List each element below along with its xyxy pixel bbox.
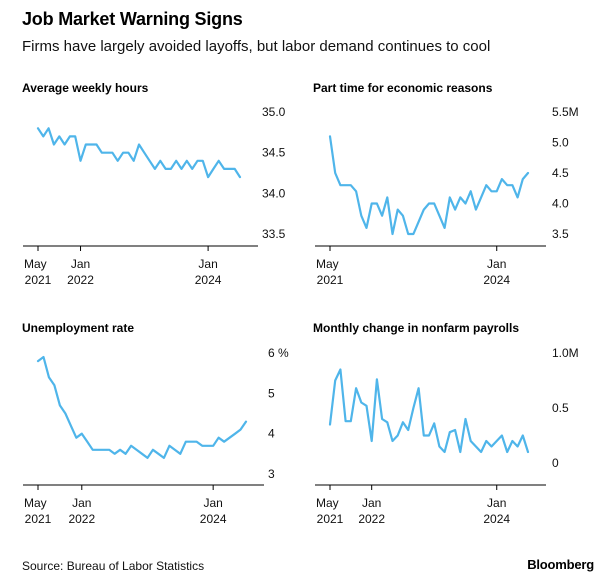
x-tick-label: Jan	[71, 257, 90, 271]
x-tick-label: 2024	[483, 273, 510, 287]
panel-title: Part time for economic reasons	[313, 81, 493, 95]
y-tick-label: 34.0	[262, 186, 286, 200]
panel-title: Monthly change in nonfarm payrolls	[313, 321, 519, 335]
x-tick-label: Jan	[362, 496, 381, 510]
y-tick-label: 34.5	[262, 146, 286, 160]
y-tick-label: 3	[268, 467, 275, 481]
x-tick-label: May	[24, 257, 47, 271]
x-tick-label: 2021	[317, 273, 344, 287]
x-tick-label: May	[24, 496, 47, 510]
x-tick-label: 2022	[67, 273, 94, 287]
y-tick-label: 4	[268, 427, 275, 441]
x-tick-label: 2024	[483, 512, 510, 526]
x-tick-label: 2024	[200, 512, 227, 526]
series-line	[328, 135, 530, 236]
y-tick-label: 3.5	[552, 227, 569, 241]
panel-title: Average weekly hours	[22, 81, 149, 95]
y-tick-label: 0	[552, 456, 559, 470]
y-tick-label: 35.0	[262, 105, 286, 119]
x-tick-label: 2022	[68, 512, 95, 526]
figure-subtitle: Firms have largely avoided layoffs, but …	[22, 38, 491, 55]
x-tick-label: May	[316, 257, 339, 271]
x-tick-label: Jan	[203, 496, 222, 510]
x-tick-label: 2021	[25, 512, 52, 526]
x-tick-label: May	[316, 496, 339, 510]
series-line	[328, 368, 530, 454]
y-tick-label: 6 %	[268, 346, 289, 360]
x-tick-label: 2021	[317, 512, 344, 526]
x-tick-label: Jan	[198, 257, 217, 271]
x-tick-label: 2024	[195, 273, 222, 287]
x-tick-label: 2022	[358, 512, 385, 526]
y-tick-label: 5.5M	[552, 105, 579, 119]
series-line	[36, 355, 248, 459]
x-tick-label: Jan	[487, 257, 506, 271]
x-tick-label: Jan	[487, 496, 506, 510]
x-tick-label: 2021	[25, 273, 52, 287]
y-tick-label: 5.0	[552, 136, 569, 150]
y-tick-label: 5	[268, 386, 275, 400]
source-note: Source: Bureau of Labor Statistics	[22, 559, 205, 573]
y-tick-label: 0.5	[552, 401, 569, 415]
y-tick-label: 1.0M	[552, 346, 579, 360]
panel-title: Unemployment rate	[22, 321, 134, 335]
y-tick-label: 4.0	[552, 197, 569, 211]
y-tick-label: 4.5	[552, 166, 569, 180]
figure-title: Job Market Warning Signs	[22, 9, 243, 29]
y-tick-label: 33.5	[262, 227, 286, 241]
series-line	[36, 127, 242, 179]
x-tick-label: Jan	[72, 496, 91, 510]
bloomberg-logo: Bloomberg	[527, 557, 594, 572]
